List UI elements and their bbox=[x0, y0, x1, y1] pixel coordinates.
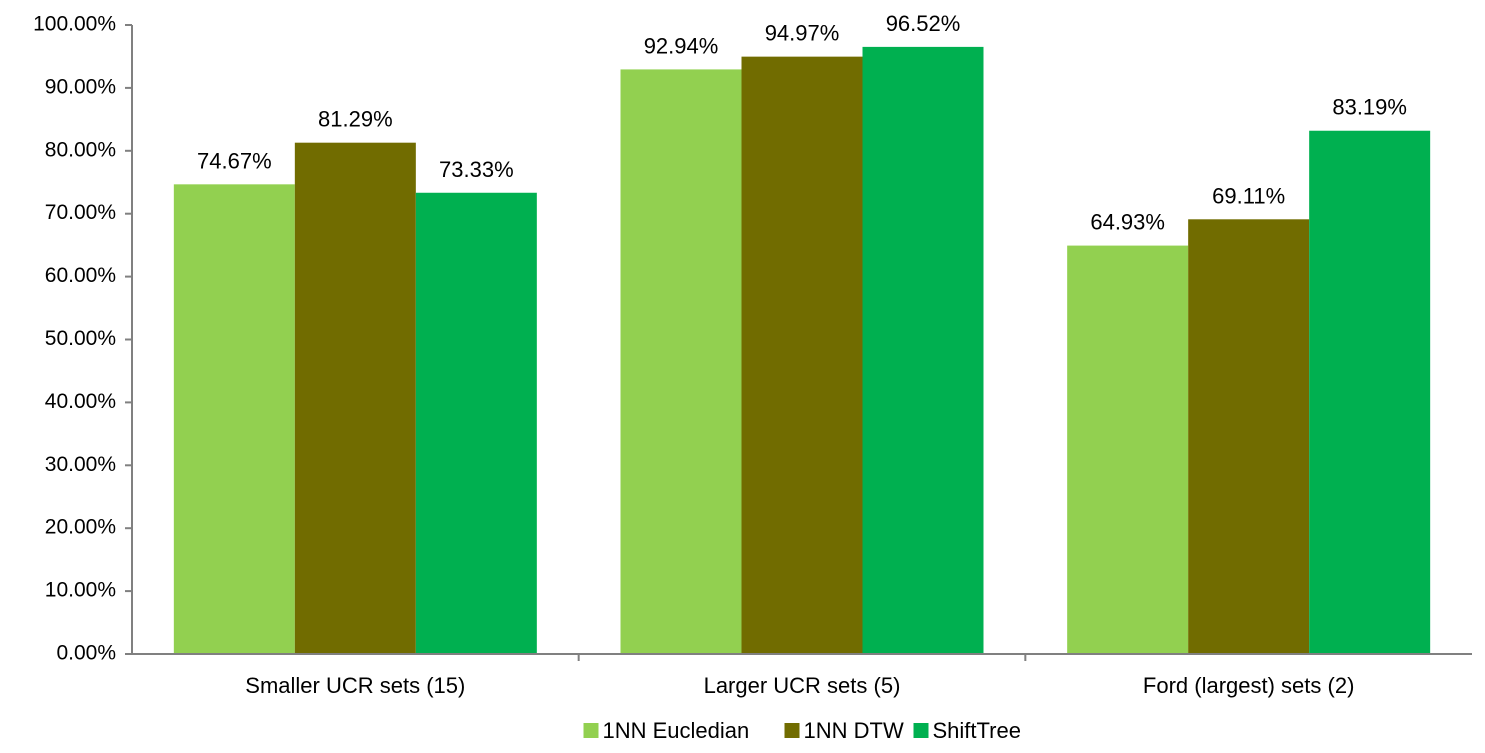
x-tick-label: Larger UCR sets (5) bbox=[704, 673, 901, 698]
bar-shifttree-1 bbox=[862, 46, 984, 654]
bar-data-labels: 74.67% 81.29% 73.33% 92.94% 94.97% 96.52% 64.9… bbox=[197, 11, 1407, 235]
y-tick-label: 100.00% bbox=[33, 13, 116, 36]
bar-1nn-dtw-2 bbox=[1188, 219, 1310, 654]
x-axis-ticks: Smaller UCR sets (15) Larger UCR sets (5)… bbox=[245, 654, 1354, 698]
legend: 1NN Eucledian 1NN DTW ShiftTree bbox=[583, 718, 1021, 743]
bar-data-label: 94.97% bbox=[765, 21, 840, 46]
bar-1nn-dtw-0 bbox=[294, 142, 416, 654]
bar-shifttree-0 bbox=[415, 192, 537, 654]
x-tick-label: Smaller UCR sets (15) bbox=[245, 673, 465, 698]
y-tick-label: 70.00% bbox=[45, 201, 116, 224]
legend-swatch bbox=[913, 723, 929, 738]
bar-data-label: 92.94% bbox=[644, 33, 719, 58]
legend-swatch bbox=[784, 723, 800, 738]
bar-data-label: 83.19% bbox=[1332, 95, 1407, 120]
bar-1nn-eucledian-0 bbox=[173, 184, 295, 655]
y-tick-label: 30.00% bbox=[45, 453, 116, 476]
legend-label: 1NN Eucledian bbox=[603, 718, 750, 743]
bar-1nn-eucledian-2 bbox=[1067, 245, 1189, 654]
legend-label: 1NN DTW bbox=[804, 718, 904, 743]
x-tick-label: Ford (largest) sets (2) bbox=[1143, 673, 1355, 698]
bar-1nn-dtw-1 bbox=[741, 56, 863, 655]
bar-1nn-eucledian-1 bbox=[620, 69, 742, 654]
y-tick-label: 20.00% bbox=[45, 516, 116, 539]
bar-data-label: 64.93% bbox=[1090, 210, 1165, 235]
bar-shifttree-2 bbox=[1309, 130, 1431, 655]
bar-data-label: 73.33% bbox=[439, 157, 514, 182]
bar-data-label: 96.52% bbox=[886, 11, 961, 36]
y-tick-label: 0.00% bbox=[56, 642, 116, 665]
bar-data-label: 81.29% bbox=[318, 107, 393, 132]
legend-label: ShiftTree bbox=[933, 718, 1021, 743]
y-tick-label: 50.00% bbox=[45, 327, 116, 350]
bars bbox=[173, 46, 1431, 655]
y-tick-label: 90.00% bbox=[45, 75, 116, 98]
legend-swatch bbox=[583, 723, 599, 738]
y-tick-label: 60.00% bbox=[45, 264, 116, 287]
y-tick-label: 10.00% bbox=[45, 579, 116, 602]
bar-data-label: 69.11% bbox=[1212, 183, 1285, 208]
y-tick-label: 80.00% bbox=[45, 138, 116, 161]
y-tick-label: 40.00% bbox=[45, 390, 116, 413]
y-axis-ticks: 0.00% 10.00% 20.00% 30.00% 40.00% 50.00% 60.00… bbox=[33, 13, 132, 665]
bar-data-label: 74.67% bbox=[197, 148, 272, 173]
